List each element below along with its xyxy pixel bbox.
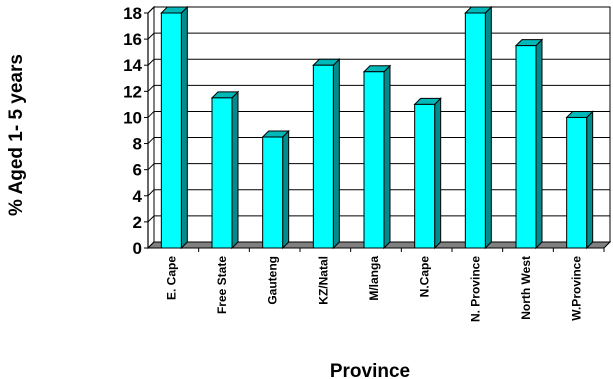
x-tick-label: W.Province (570, 256, 584, 321)
bar-side (484, 5, 492, 250)
gridline (147, 137, 155, 144)
x-tick-label: KZ/Natal (316, 256, 330, 305)
y-tick-label: 2 (133, 213, 142, 232)
bar (413, 97, 442, 250)
x-tick-labels: E. Cape Free State Gauteng KZ/Natal M/langa N… (164, 248, 605, 322)
y-tick-label: 10 (123, 108, 142, 127)
gridline (147, 58, 155, 66)
bars (160, 5, 594, 250)
bar-front (515, 45, 537, 249)
bar-side (434, 97, 442, 250)
bar (210, 90, 240, 250)
bar-front (363, 71, 385, 249)
bar-side (383, 64, 391, 250)
left-wall (147, 5, 155, 250)
y-tick-label: 16 (123, 30, 142, 49)
x-tick-label: N. Province (468, 256, 482, 322)
gridline (147, 189, 155, 197)
bar-front (211, 97, 233, 249)
bar-side (332, 58, 340, 250)
gridline (147, 163, 155, 171)
bar-front (262, 136, 284, 249)
bar (362, 64, 392, 250)
x-axis-title: Province (330, 361, 410, 379)
bar-front (312, 64, 334, 249)
x-tick-label: Free State (215, 256, 229, 314)
y-tick-label: 4 (133, 187, 143, 206)
bar (565, 110, 594, 250)
gridline (147, 84, 155, 92)
y-tick-label: 8 (133, 135, 142, 154)
bar-front (160, 12, 182, 249)
x-tick-label: Gauteng (266, 256, 280, 305)
bar-side (231, 90, 239, 250)
y-axis-title: % Aged 1- 5 years (6, 54, 27, 216)
y-tick-label: 18 (123, 4, 142, 23)
gridline (147, 111, 155, 118)
gridline (147, 215, 155, 223)
gridline (147, 32, 155, 40)
x-tick-label: North West (519, 256, 533, 320)
bar-side (535, 38, 543, 250)
y-tick-label: 12 (123, 82, 142, 101)
bar (160, 5, 189, 250)
bar (514, 38, 544, 250)
x-tick-label: M/langa (367, 256, 381, 301)
x-tick-label: E. Cape (164, 256, 178, 300)
y-tick-label: 14 (123, 56, 142, 75)
bar-front (464, 12, 486, 249)
bar (261, 129, 290, 250)
y-tick-label: 6 (133, 161, 142, 180)
bar-front (414, 103, 436, 249)
gridline (147, 6, 155, 14)
bar-side (282, 129, 290, 250)
y-tick-label: 0 (133, 239, 142, 258)
bar (464, 5, 493, 250)
bar-front (566, 116, 588, 249)
bar (312, 58, 341, 250)
bar-side (586, 110, 594, 250)
x-tick-label: N.Cape (418, 256, 432, 298)
y-tick-labels: 0 2 4 6 8 10 12 14 16 18 (123, 4, 148, 258)
bar-side (180, 5, 188, 250)
